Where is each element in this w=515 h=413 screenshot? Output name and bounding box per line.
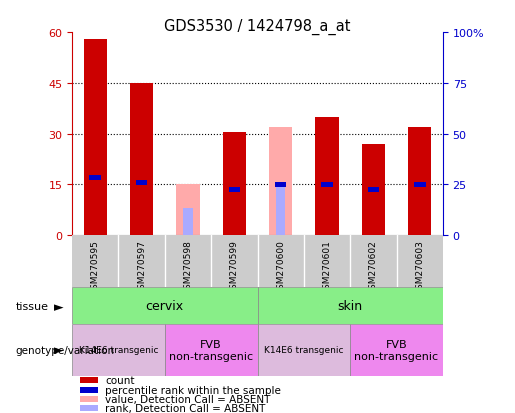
Text: K14E6 transgenic: K14E6 transgenic — [264, 346, 344, 354]
Text: GSM270595: GSM270595 — [91, 240, 100, 294]
Text: GSM270600: GSM270600 — [276, 240, 285, 294]
Text: cervix: cervix — [146, 299, 184, 312]
Bar — [136, 180, 147, 186]
Bar — [165, 324, 258, 376]
Text: skin: skin — [338, 299, 363, 312]
Text: GSM270603: GSM270603 — [415, 240, 424, 294]
Bar — [79, 377, 98, 383]
Text: GSM270597: GSM270597 — [137, 240, 146, 294]
Text: GSM270599: GSM270599 — [230, 240, 239, 294]
Bar — [414, 182, 425, 188]
Text: value, Detection Call = ABSENT: value, Detection Call = ABSENT — [106, 394, 271, 404]
Text: K14E6 transgenic: K14E6 transgenic — [79, 346, 158, 354]
Bar — [362, 145, 385, 235]
Bar — [275, 182, 286, 188]
Text: count: count — [106, 375, 135, 385]
Bar — [130, 83, 153, 235]
Text: rank, Detection Call = ABSENT: rank, Detection Call = ABSENT — [106, 404, 266, 413]
Text: FVB
non-transgenic: FVB non-transgenic — [169, 339, 253, 361]
Bar — [276, 185, 285, 235]
Bar — [183, 209, 193, 235]
Bar — [350, 324, 443, 376]
Text: FVB
non-transgenic: FVB non-transgenic — [354, 339, 439, 361]
Bar — [258, 287, 443, 324]
Text: GSM270598: GSM270598 — [183, 240, 193, 294]
Bar — [315, 117, 338, 235]
Bar — [84, 40, 107, 235]
Bar — [72, 287, 258, 324]
Text: percentile rank within the sample: percentile rank within the sample — [106, 385, 281, 395]
Text: tissue: tissue — [15, 301, 48, 311]
Bar — [269, 128, 293, 235]
Bar — [79, 396, 98, 402]
Bar — [408, 128, 431, 235]
Bar — [90, 176, 101, 180]
Text: GSM270602: GSM270602 — [369, 240, 378, 294]
Text: ►: ► — [55, 300, 64, 313]
Text: GSM270601: GSM270601 — [322, 240, 332, 294]
Text: genotype/variation: genotype/variation — [15, 345, 114, 355]
Bar — [321, 182, 333, 188]
Bar — [79, 387, 98, 393]
Bar — [176, 185, 199, 235]
Bar — [222, 133, 246, 235]
Text: GDS3530 / 1424798_a_at: GDS3530 / 1424798_a_at — [164, 19, 351, 35]
Bar — [368, 188, 379, 192]
Bar — [72, 324, 165, 376]
Bar — [258, 324, 350, 376]
Bar — [79, 406, 98, 411]
Bar — [229, 188, 240, 192]
Text: ►: ► — [55, 344, 64, 357]
